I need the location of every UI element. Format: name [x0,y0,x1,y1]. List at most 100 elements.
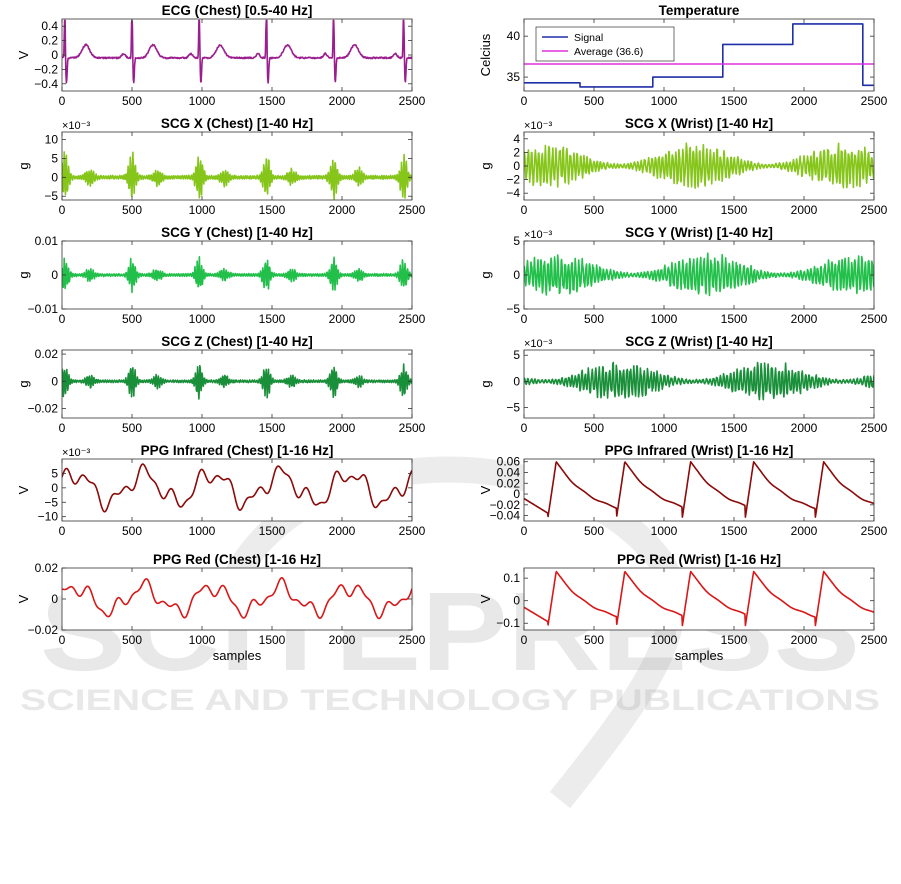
x-tick-label: 2500 [399,633,426,647]
series-group [62,19,412,84]
y-tick-label: −2 [506,173,520,187]
x-tick-label: 500 [584,633,604,647]
x-tick-label: 2000 [329,421,356,435]
chart-title: PPG Infrared (Chest) [1-16 Hz] [141,443,334,458]
axes-frame [61,458,413,522]
chart-title: PPG Red (Wrist) [1-16 Hz] [617,552,781,567]
series-group [524,361,874,401]
y-axis-label: V [478,485,493,494]
chart-scgx-chest: SCG X (Chest) [1-40 Hz] 0 500 1000 1500 2000 2… [16,116,426,217]
x-tick-label: 2500 [399,203,426,217]
x-tick-label: 1000 [651,421,678,435]
x-tick-label: 0 [521,94,528,108]
chart-scgy-chest: SCG Y (Chest) [1-40 Hz] 0 500 1000 1500 2000 2… [16,225,426,326]
x-tick-label: 1500 [721,524,748,538]
x-tick-label: 0 [59,524,66,538]
x-tick-label: 2500 [399,312,426,326]
series-line-signal [524,23,874,88]
x-tick-label: 500 [584,524,604,538]
series-line-scgx-wrist [524,142,874,189]
series-group [62,577,412,620]
x-tick-label: 0 [521,203,528,217]
y-tick-label: 5 [513,348,520,362]
legend: Signal Average (36.6) [535,26,675,62]
series-group [62,151,412,200]
y-axis-label: g [16,162,31,169]
x-tick-label: 2500 [399,421,426,435]
y-tick-label: −0.04 [490,509,521,523]
x-tick-label: 2000 [329,94,356,108]
x-tick-label: 2500 [861,312,888,326]
x-tick-label: 1000 [651,524,678,538]
x-tick-label: 1000 [189,524,216,538]
x-tick-label: 2500 [861,421,888,435]
axes-frame [523,567,875,631]
y-axis-label: V [478,594,493,603]
y-axis-exponent: ×10⁻³ [62,120,90,132]
axes-frame [523,18,875,92]
y-tick-label: 0 [513,594,520,608]
y-axis-label: V [16,50,31,59]
legend-label: Signal [574,32,603,44]
y-tick-label: −0.02 [28,401,59,415]
x-tick-label: 2500 [861,633,888,647]
series-group [524,461,874,518]
y-tick-label: 0 [513,268,520,282]
y-axis-label: g [16,271,31,278]
y-tick-label: 0 [51,592,58,606]
x-tick-label: 2500 [861,524,888,538]
y-tick-label: −10 [38,510,59,524]
x-tick-label: 1500 [721,312,748,326]
series-line-scgz-chest [62,363,412,400]
chart-title: PPG Infrared (Wrist) [1-16 Hz] [605,443,794,458]
series-group [524,570,874,627]
y-tick-label: 0 [513,487,520,501]
x-tick-label: 500 [584,312,604,326]
x-tick-label: 1000 [189,94,216,108]
y-tick-label: −0.1 [496,616,520,630]
x-tick-label: 500 [122,312,142,326]
x-tick-label: 1000 [651,203,678,217]
series-group [62,463,412,513]
x-tick-label: 1500 [259,633,286,647]
series-group [62,363,412,400]
x-tick-label: 2000 [329,312,356,326]
y-tick-label: −0.02 [490,498,521,512]
y-axis-exponent: ×10⁻³ [62,447,90,459]
y-tick-label: −0.2 [34,62,58,76]
series-line-ppgred-chest [62,577,412,620]
x-tick-label: 2000 [791,203,818,217]
panels: ECG (Chest) [0.5-40 Hz]0 500 1000 1500 2000 2… [16,3,888,663]
chart-title: SCG Y (Chest) [1-40 Hz] [161,225,313,240]
chart-title: ECG (Chest) [0.5-40 Hz] [162,3,313,18]
y-tick-label: 40 [507,29,521,43]
x-axis-label: samples [213,648,262,663]
chart-ppgred-wrist: PPG Red (Wrist) [1-16 Hz] 0 500 1000 1500 200… [478,552,888,663]
x-tick-label: 2000 [791,94,818,108]
legend-label: Average (36.6) [574,46,643,58]
x-tick-label: 2000 [329,203,356,217]
y-tick-label: −5 [506,302,520,316]
y-tick-label: 5 [51,466,58,480]
series-group [524,252,874,297]
plot-area [62,459,412,521]
plot-area [62,19,412,91]
plot-area [524,568,874,630]
chart-ppgir-wrist: PPG Infrared (Wrist) [1-16 Hz] 0 500 1000 15… [478,443,888,538]
x-tick-label: 2500 [861,203,888,217]
x-tick-label: 0 [521,312,528,326]
y-tick-label: 0.04 [497,465,521,479]
series-group [524,23,874,88]
y-tick-label: 0 [51,481,58,495]
y-tick-label: 0 [513,159,520,173]
y-tick-label: −5 [44,189,58,203]
y-tick-label: 4 [513,132,520,146]
y-tick-label: 0 [513,374,520,388]
chart-scgx-wrist: SCG X (Wrist) [1-40 Hz] 0 500 1000 1500 2000 2… [478,116,888,217]
x-tick-label: 500 [122,94,142,108]
series-line-scgy-wrist [524,252,874,297]
plot-area [62,132,412,200]
y-tick-label: 0 [51,268,58,282]
y-tick-label: 0.02 [35,561,59,575]
